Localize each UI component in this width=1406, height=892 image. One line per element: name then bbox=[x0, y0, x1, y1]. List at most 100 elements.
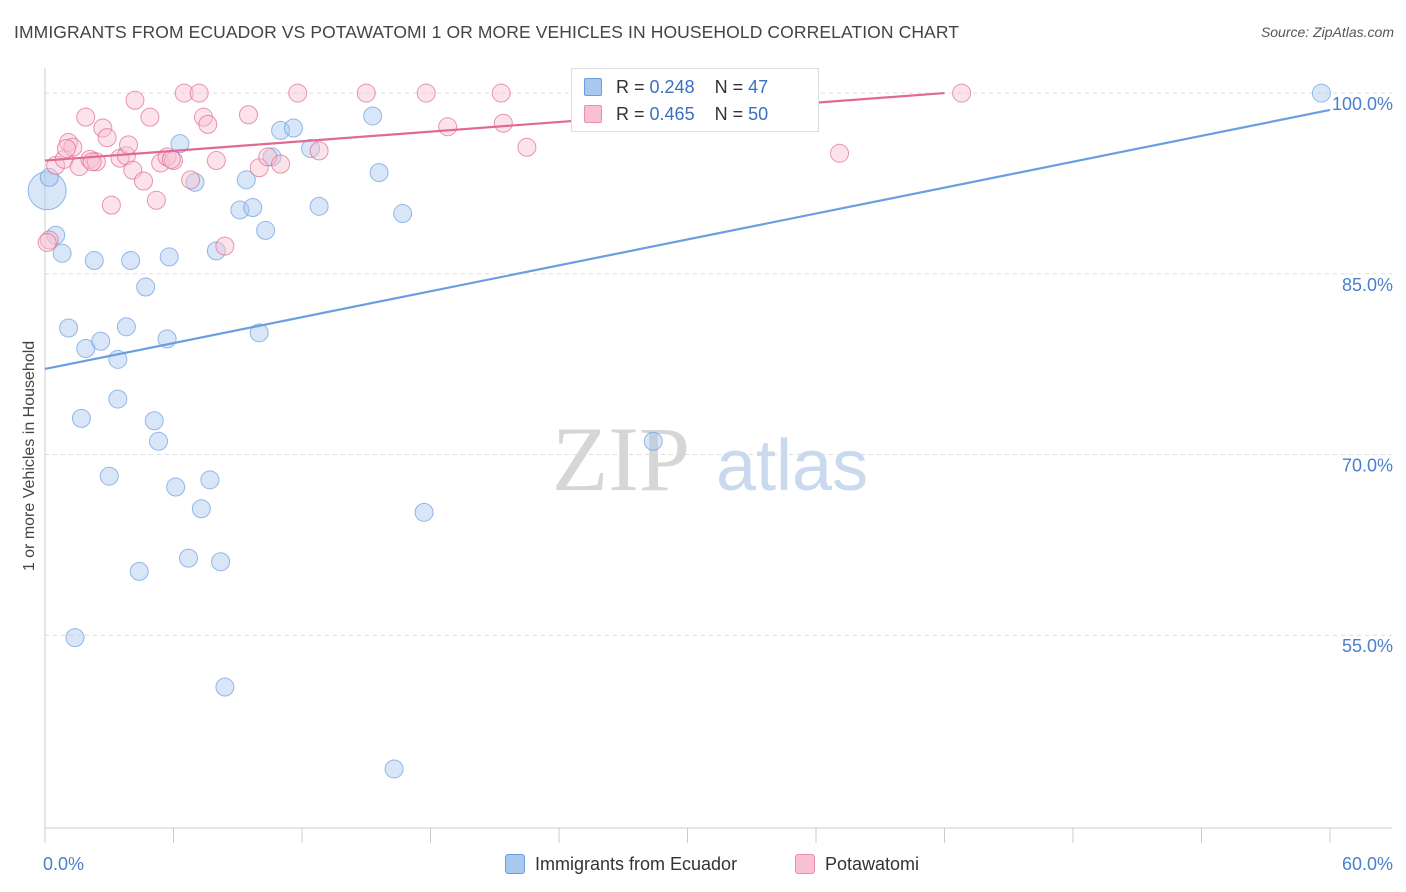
r-value: 0.248 bbox=[649, 76, 695, 97]
point-ecuador bbox=[91, 331, 111, 351]
y-tick-label: 55.0% bbox=[1342, 636, 1393, 656]
watermark-zip: ZIP bbox=[552, 408, 690, 510]
series-name-ecuador: Immigrants from Ecuador bbox=[535, 853, 738, 874]
n-label: N = bbox=[714, 103, 744, 124]
point-ecuador bbox=[166, 477, 186, 497]
point-potawatomi bbox=[215, 236, 235, 256]
y-axis-label: 1 or more Vehicles in Household bbox=[21, 340, 38, 572]
point-potawatomi bbox=[181, 170, 201, 190]
x-tick-label-max: 60.0% bbox=[1342, 854, 1393, 874]
series-swatch-ecuador bbox=[505, 854, 525, 874]
point-ecuador bbox=[1311, 83, 1331, 103]
point-potawatomi bbox=[830, 143, 850, 163]
trend-line-ecuador bbox=[44, 108, 1331, 371]
point-potawatomi bbox=[125, 90, 145, 110]
series-swatch-potawatomi bbox=[795, 854, 815, 874]
point-potawatomi bbox=[493, 113, 513, 133]
point-potawatomi bbox=[37, 232, 57, 252]
r-label: R = bbox=[616, 76, 645, 97]
y-tick-label: 100.0% bbox=[1332, 94, 1393, 114]
point-potawatomi bbox=[174, 83, 194, 103]
point-ecuador bbox=[369, 163, 389, 183]
point-potawatomi bbox=[146, 190, 166, 210]
point-ecuador bbox=[108, 389, 128, 409]
point-ecuador bbox=[39, 167, 59, 187]
point-ecuador bbox=[206, 241, 226, 261]
point-potawatomi bbox=[271, 154, 291, 174]
point-ecuador bbox=[643, 431, 663, 451]
point-ecuador bbox=[129, 561, 149, 581]
point-ecuador bbox=[65, 628, 85, 648]
point-ecuador bbox=[178, 548, 198, 568]
r-label: R = bbox=[616, 103, 645, 124]
point-potawatomi bbox=[101, 195, 121, 215]
r-value: 0.465 bbox=[649, 103, 695, 124]
point-ecuador bbox=[256, 220, 276, 240]
point-ecuador bbox=[149, 431, 169, 451]
point-ecuador bbox=[191, 499, 211, 519]
point-ecuador bbox=[116, 317, 136, 337]
source-label: Source: ZipAtlas.com bbox=[1260, 24, 1394, 40]
point-potawatomi bbox=[198, 114, 218, 134]
point-potawatomi bbox=[97, 128, 117, 148]
trend-lines bbox=[44, 91, 1331, 371]
y-tick-label: 70.0% bbox=[1342, 456, 1393, 476]
point-potawatomi bbox=[491, 83, 511, 103]
point-potawatomi bbox=[238, 105, 258, 125]
point-ecuador bbox=[71, 408, 91, 428]
point-ecuador bbox=[144, 411, 164, 431]
point-ecuador bbox=[200, 470, 220, 490]
grid-lines bbox=[45, 92, 1392, 636]
point-ecuador bbox=[59, 318, 79, 338]
point-ecuador bbox=[27, 171, 67, 211]
x-tick-label-min: 0.0% bbox=[43, 854, 84, 874]
point-potawatomi bbox=[189, 83, 209, 103]
point-potawatomi bbox=[56, 138, 76, 158]
point-ecuador bbox=[363, 106, 383, 126]
point-ecuador bbox=[84, 251, 104, 271]
point-ecuador bbox=[243, 198, 263, 218]
point-ecuador bbox=[159, 247, 179, 267]
watermark-atlas: atlas bbox=[716, 426, 868, 506]
point-potawatomi bbox=[288, 83, 308, 103]
point-potawatomi bbox=[39, 230, 59, 250]
n-value: 47 bbox=[748, 76, 769, 97]
point-ecuador bbox=[136, 277, 156, 297]
data-points bbox=[27, 83, 1331, 779]
point-potawatomi bbox=[416, 83, 436, 103]
point-potawatomi bbox=[309, 141, 329, 161]
legend-row-ecuador: R = 0.248 N = 47 bbox=[584, 75, 768, 99]
point-potawatomi bbox=[134, 171, 154, 191]
point-ecuador bbox=[283, 118, 303, 138]
point-potawatomi bbox=[438, 117, 458, 137]
correlation-legend: R = 0.248 N = 47 R = 0.465 N = 50 bbox=[571, 68, 819, 132]
series-legend-potawatomi: Potawatomi bbox=[795, 851, 919, 877]
point-potawatomi bbox=[206, 151, 226, 171]
chart-title: IMMIGRANTS FROM ECUADOR VS POTAWATOMI 1 … bbox=[14, 22, 960, 42]
point-potawatomi bbox=[76, 107, 96, 127]
point-potawatomi bbox=[140, 107, 160, 127]
point-potawatomi bbox=[119, 135, 139, 155]
n-value: 50 bbox=[748, 103, 769, 124]
y-tick-label: 85.0% bbox=[1342, 275, 1393, 295]
point-potawatomi bbox=[517, 137, 537, 157]
legend-swatch-potawatomi bbox=[584, 105, 602, 123]
tick-labels: 55.0% 70.0% 85.0% 100.0% 0.0% 60.0% bbox=[43, 94, 1393, 874]
point-potawatomi bbox=[63, 137, 83, 157]
point-ecuador bbox=[121, 251, 141, 271]
point-ecuador bbox=[236, 170, 256, 190]
series-legend-ecuador: Immigrants from Ecuador bbox=[505, 851, 737, 877]
point-ecuador bbox=[170, 134, 190, 154]
point-ecuador bbox=[309, 196, 329, 216]
point-potawatomi bbox=[93, 118, 113, 138]
axes bbox=[44, 68, 1392, 843]
point-ecuador bbox=[211, 552, 231, 572]
point-ecuador bbox=[215, 677, 235, 697]
series-name-potawatomi: Potawatomi bbox=[825, 853, 920, 874]
point-potawatomi bbox=[356, 83, 376, 103]
point-ecuador bbox=[99, 466, 119, 486]
legend-swatch-ecuador bbox=[584, 78, 602, 96]
point-ecuador bbox=[393, 204, 413, 224]
n-label: N = bbox=[714, 76, 744, 97]
